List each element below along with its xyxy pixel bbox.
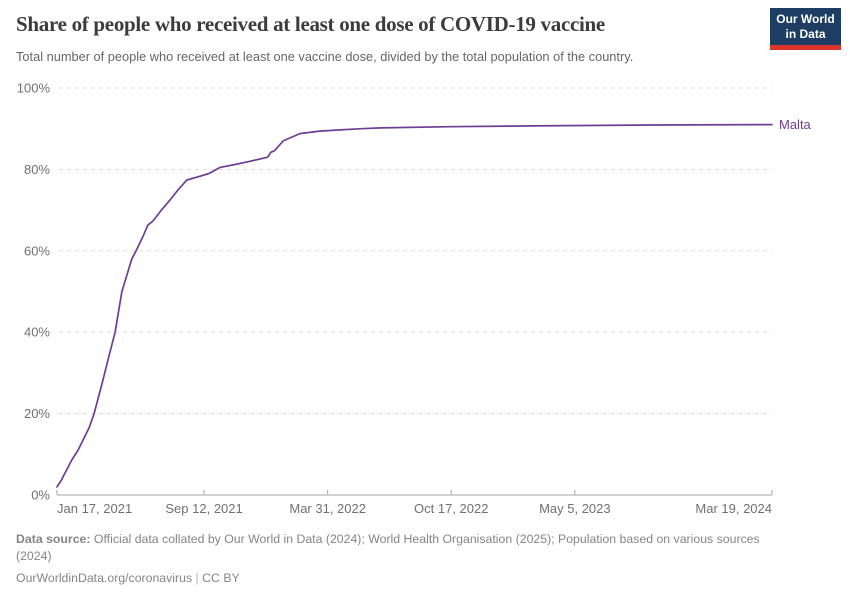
data-source-line-2: (2024) [16, 549, 52, 563]
data-source-text: Official data collated by Our World in D… [90, 532, 760, 546]
series-end-label: Malta [779, 117, 812, 132]
footer-separator: | [192, 571, 203, 585]
owid-logo-box: Our World in Data [770, 8, 841, 45]
owid-logo: Our World in Data [770, 8, 841, 50]
x-axis-tick-label: Oct 17, 2022 [414, 501, 488, 516]
y-axis-tick-label: 40% [24, 325, 50, 340]
x-axis-tick-label: Mar 19, 2024 [695, 501, 772, 516]
x-axis-tick-label: May 5, 2023 [539, 501, 611, 516]
x-axis-tick-label: Mar 31, 2022 [289, 501, 366, 516]
owid-coronavirus-link[interactable]: OurWorldinData.org/coronavirus [16, 571, 193, 585]
chart-subtitle: Total number of people who received at l… [16, 49, 634, 64]
chart-footer: Data source: Official data collated by O… [16, 531, 834, 587]
license-label: CC BY [202, 571, 240, 585]
y-axis-tick-label: 100% [17, 81, 51, 96]
y-axis-tick-label: 80% [24, 162, 50, 177]
y-axis-tick-label: 60% [24, 243, 50, 258]
x-axis-tick-label: Sep 12, 2021 [165, 501, 242, 516]
y-axis-tick-label: 20% [24, 406, 50, 421]
malta-line [56, 123, 773, 488]
owid-logo-line1: Our World [776, 12, 835, 26]
data-source-line: Data source: Official data collated by O… [16, 531, 834, 548]
footer-link-line: OurWorldinData.org/coronavirus | CC BY [16, 570, 834, 587]
x-axis-tick-label: Jan 17, 2021 [57, 501, 132, 516]
data-source-label: Data source: [16, 532, 91, 546]
chart-title: Share of people who received at least on… [16, 12, 605, 36]
y-axis-tick-label: 0% [31, 488, 50, 503]
owid-logo-line2: in Data [785, 27, 826, 41]
owid-logo-red-bar [770, 45, 841, 50]
